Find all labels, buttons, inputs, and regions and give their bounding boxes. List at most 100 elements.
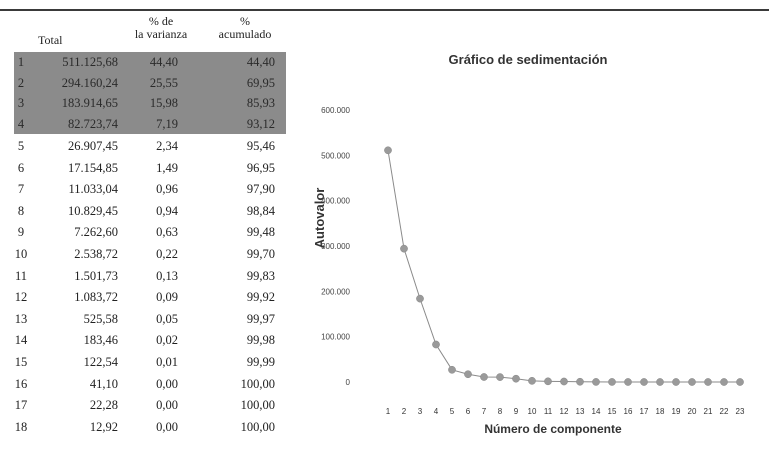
row-pct-acumulado: 95,46 <box>246 139 275 153</box>
table-row: 6 17.154,85 1,49 96,95 <box>0 158 300 178</box>
row-total: 1.083,72 <box>74 290 118 305</box>
data-point <box>496 373 504 381</box>
table-row: 7 11.033,04 0,96 97,90 <box>0 179 300 199</box>
row-pct-acumulado: 99,48 <box>246 225 275 240</box>
x-tick-label: 15 <box>608 407 617 416</box>
row-index: 16 <box>14 376 28 391</box>
row-pct-acumulado: 99,99 <box>246 355 275 369</box>
row-pct-acumulado: 99,97 <box>246 311 275 326</box>
x-tick-label: 13 <box>576 407 585 416</box>
row-pct-varianza: 25,55 <box>149 75 178 90</box>
row-pct-acumulado: 99,98 <box>246 333 275 348</box>
data-point <box>656 378 664 386</box>
row-index: 9 <box>17 225 25 240</box>
data-point <box>544 377 552 386</box>
row-pct-varianza: 0,22 <box>156 247 178 261</box>
series-line <box>387 150 741 383</box>
data-point <box>464 370 472 379</box>
row-pct-varianza: 7,19 <box>156 116 178 131</box>
row-total: 22,28 <box>89 398 118 413</box>
row-pct-varianza: 0,63 <box>156 225 178 240</box>
data-point <box>672 378 680 386</box>
table-row: 15 122,54 0,01 99,99 <box>0 352 300 372</box>
data-point <box>448 365 456 374</box>
row-pct-acumulado: 96,95 <box>246 160 275 175</box>
scree-chart: Gráfico de sedimentación Autovalor Númer… <box>300 40 769 457</box>
data-point <box>576 377 584 386</box>
x-tick-label: 12 <box>560 407 569 416</box>
x-tick-label: 22 <box>720 407 729 416</box>
x-tick-label: 19 <box>672 407 681 416</box>
row-total: 183.914,65 <box>61 96 118 110</box>
x-tick-label: 11 <box>544 407 553 416</box>
y-axis-label: Autovalor <box>312 188 327 249</box>
x-tick-label: 17 <box>640 407 649 416</box>
y-tick-label: 200.000 <box>321 287 350 296</box>
row-total: 183,46 <box>83 333 118 348</box>
data-point <box>480 373 488 381</box>
row-total: 10.829,45 <box>68 203 118 218</box>
row-index: 5 <box>17 139 25 153</box>
data-point <box>416 294 424 303</box>
row-pct-acumulado: 100,00 <box>240 419 275 434</box>
y-tick-label: 100.000 <box>321 333 350 342</box>
row-total: 17.154,85 <box>68 160 118 175</box>
data-point <box>432 340 440 349</box>
row-pct-acumulado: 93,12 <box>246 116 275 131</box>
row-pct-varianza: 0,00 <box>156 398 178 413</box>
data-point <box>384 146 392 155</box>
row-index: 3 <box>17 96 25 110</box>
header-total: Total <box>38 33 63 47</box>
x-tick-label: 23 <box>736 407 745 416</box>
row-index: 4 <box>17 116 25 131</box>
data-point <box>624 378 632 386</box>
row-pct-varianza: 0,00 <box>156 376 178 391</box>
row-index: 1 <box>17 55 25 69</box>
row-total: 82.723,74 <box>68 116 118 131</box>
row-pct-varianza: 2,34 <box>156 139 178 153</box>
row-index: 17 <box>14 398 28 413</box>
row-total: 122,54 <box>83 355 118 369</box>
row-index: 7 <box>17 182 25 197</box>
x-tick-label: 6 <box>466 407 471 416</box>
row-pct-acumulado: 69,95 <box>246 75 275 90</box>
table-row: 8 10.829,45 0,94 98,84 <box>0 201 300 221</box>
table-row: 16 41,10 0,00 100,00 <box>0 374 300 394</box>
data-point <box>400 244 408 253</box>
row-total: 41,10 <box>89 376 118 391</box>
table-row: 4 82.723,74 7,19 93,12 <box>0 114 300 134</box>
table-row: 1 511.125,68 44,40 44,40 <box>0 52 300 72</box>
table-row: 2 294.160,24 25,55 69,95 <box>0 73 300 93</box>
data-point <box>640 378 648 386</box>
row-pct-acumulado: 97,90 <box>246 182 275 197</box>
row-index: 14 <box>14 333 28 348</box>
chart-title: Gráfico de sedimentación <box>449 52 608 67</box>
y-tick-label: 300.000 <box>321 242 350 251</box>
x-tick-label: 4 <box>434 407 439 416</box>
y-tick-label: 400.000 <box>321 197 350 206</box>
row-pct-acumulado: 99,92 <box>246 290 275 305</box>
table-row: 13 525,58 0,05 99,97 <box>0 309 300 329</box>
x-tick-label: 21 <box>704 407 713 416</box>
row-total: 525,58 <box>83 311 118 326</box>
row-total: 1.501,73 <box>74 268 118 283</box>
x-tick-label: 20 <box>688 407 697 416</box>
data-point <box>528 376 536 385</box>
x-tick-label: 8 <box>498 407 503 416</box>
row-index: 10 <box>14 247 28 261</box>
row-pct-acumulado: 99,83 <box>246 268 275 283</box>
table-row: 12 1.083,72 0,09 99,92 <box>0 287 300 307</box>
data-point <box>560 377 568 386</box>
row-pct-varianza: 15,98 <box>149 96 178 110</box>
y-tick-label: 500.000 <box>321 151 350 160</box>
x-tick-label: 16 <box>624 407 633 416</box>
row-pct-varianza: 0,05 <box>156 311 178 326</box>
table-row: 9 7.262,60 0,63 99,48 <box>0 222 300 242</box>
row-total: 26.907,45 <box>68 139 118 153</box>
table-row: 17 22,28 0,00 100,00 <box>0 395 300 415</box>
data-point <box>688 378 696 386</box>
header-pct-varianza: % de la varianza <box>134 14 188 41</box>
row-pct-varianza: 0,13 <box>156 268 178 283</box>
data-point <box>736 378 744 386</box>
row-pct-acumulado: 85,93 <box>246 96 275 110</box>
